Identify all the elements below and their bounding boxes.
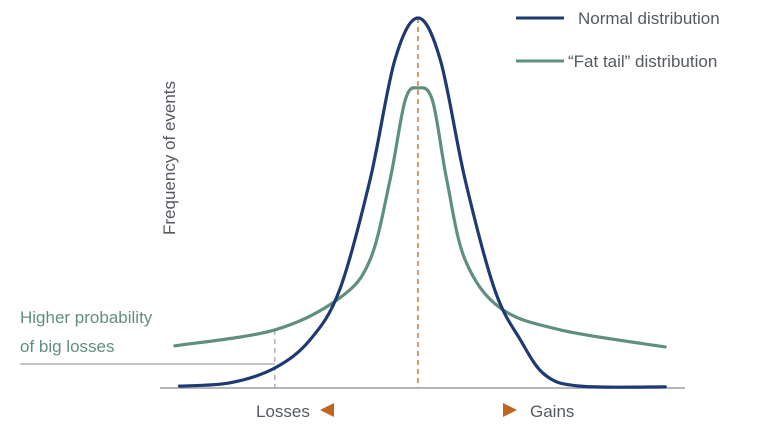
series-line-fat-tail	[173, 86, 667, 349]
annotation-line-2: of big losses	[20, 337, 115, 356]
legend-label-fat-tail: “Fat tail” distribution	[568, 52, 717, 71]
y-axis-label: Frequency of events	[160, 81, 179, 235]
series-line-normal	[178, 16, 667, 389]
legend-label-normal: Normal distribution	[578, 9, 720, 28]
annotation-line-1: Higher probability	[20, 308, 153, 327]
losses-label: Losses	[256, 402, 310, 421]
gains-label: Gains	[530, 402, 574, 421]
legend: Normal distribution “Fat tail” distribut…	[516, 9, 720, 71]
left-arrow-icon	[320, 403, 334, 417]
right-arrow-icon	[503, 403, 517, 417]
